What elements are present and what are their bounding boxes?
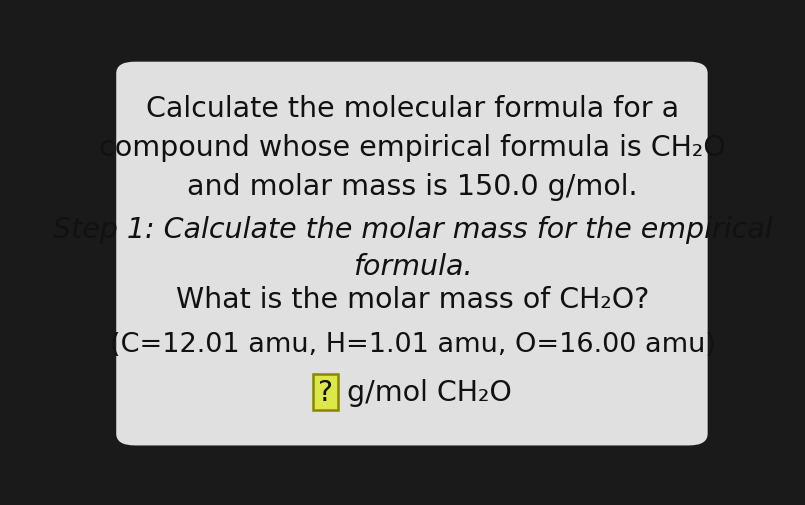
Text: What is the molar mass of CH₂O?: What is the molar mass of CH₂O? xyxy=(175,286,650,314)
Text: Calculate the molecular formula for a: Calculate the molecular formula for a xyxy=(146,95,679,123)
Text: formula.: formula. xyxy=(353,252,473,281)
FancyBboxPatch shape xyxy=(116,63,708,445)
Text: ?: ? xyxy=(318,378,333,406)
FancyBboxPatch shape xyxy=(313,374,338,410)
Text: (C=12.01 amu, H=1.01 amu, O=16.00 amu): (C=12.01 amu, H=1.01 amu, O=16.00 amu) xyxy=(109,331,716,358)
Text: compound whose empirical formula is CH₂O: compound whose empirical formula is CH₂O xyxy=(99,134,726,162)
Text: and molar mass is 150.0 g/mol.: and molar mass is 150.0 g/mol. xyxy=(188,173,638,201)
Text: Step 1: Calculate the molar mass for the empirical: Step 1: Calculate the molar mass for the… xyxy=(53,216,772,244)
Text: g/mol CH₂O: g/mol CH₂O xyxy=(338,378,512,406)
